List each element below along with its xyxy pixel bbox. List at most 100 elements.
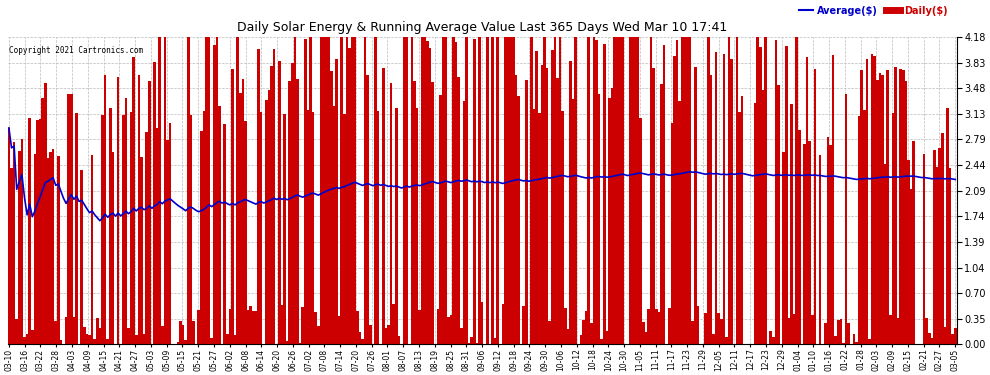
Bar (892, 113, 894, 344)
Bar (673, 56, 676, 344)
Bar (691, 321, 694, 344)
Bar (507, 37, 510, 344)
Bar (51, 149, 54, 344)
Bar (50, 152, 51, 344)
Bar (788, 318, 790, 344)
Bar (390, 83, 392, 344)
Bar (694, 67, 697, 344)
Bar (133, 57, 135, 344)
Bar (824, 323, 827, 344)
Bar (29, 118, 31, 344)
Bar (736, 37, 739, 344)
Bar (200, 131, 203, 344)
Bar (753, 104, 756, 344)
Bar (93, 339, 96, 344)
Bar (26, 334, 29, 344)
Bar (421, 37, 424, 344)
Bar (473, 39, 475, 344)
Bar (44, 83, 47, 344)
Bar (670, 123, 673, 344)
Bar (928, 333, 931, 344)
Bar (860, 70, 863, 344)
Bar (155, 128, 158, 344)
Bar (561, 111, 564, 344)
Bar (416, 108, 419, 344)
Bar (234, 335, 237, 344)
Bar (13, 142, 16, 344)
Bar (315, 312, 317, 344)
Bar (127, 328, 130, 344)
Bar (531, 37, 533, 344)
Bar (192, 321, 195, 344)
Bar (852, 334, 855, 344)
Bar (832, 55, 835, 344)
Bar (689, 37, 691, 344)
Bar (203, 111, 205, 344)
Bar (855, 342, 857, 344)
Bar (353, 37, 356, 344)
Bar (67, 94, 70, 344)
Bar (47, 158, 50, 344)
Bar (106, 339, 109, 344)
Bar (104, 75, 106, 344)
Bar (660, 84, 662, 344)
Bar (398, 336, 400, 344)
Bar (587, 37, 590, 344)
Bar (366, 75, 369, 344)
Bar (413, 81, 416, 344)
Bar (558, 37, 561, 344)
Bar (871, 54, 873, 344)
Bar (468, 343, 470, 344)
Bar (374, 37, 377, 344)
Bar (948, 168, 951, 344)
Bar (377, 111, 379, 344)
Bar (432, 82, 434, 344)
Bar (135, 335, 138, 344)
Bar (249, 306, 252, 344)
Bar (37, 120, 39, 344)
Bar (338, 316, 341, 344)
Bar (899, 69, 902, 344)
Bar (491, 37, 494, 344)
Bar (257, 49, 259, 344)
Bar (239, 93, 242, 344)
Bar (512, 37, 515, 344)
Bar (541, 65, 544, 344)
Title: Daily Solar Energy & Running Average Value Last 365 Days Wed Mar 10 17:41: Daily Solar Energy & Running Average Val… (237, 21, 728, 34)
Bar (88, 336, 91, 344)
Bar (101, 115, 104, 344)
Bar (777, 85, 780, 344)
Bar (34, 154, 37, 344)
Bar (325, 37, 328, 344)
Bar (346, 37, 348, 344)
Bar (70, 94, 72, 344)
Bar (595, 40, 598, 344)
Bar (395, 108, 398, 344)
Bar (166, 140, 169, 344)
Bar (876, 80, 878, 344)
Bar (437, 309, 440, 344)
Bar (939, 148, 940, 344)
Bar (806, 57, 809, 344)
Bar (683, 37, 686, 344)
Bar (179, 321, 182, 344)
Bar (232, 69, 234, 344)
Bar (943, 327, 946, 344)
Bar (579, 335, 582, 344)
Bar (723, 54, 726, 344)
Bar (99, 328, 101, 344)
Bar (122, 115, 125, 344)
Bar (657, 312, 660, 344)
Bar (710, 75, 712, 344)
Bar (649, 37, 652, 344)
Bar (553, 37, 556, 344)
Bar (902, 70, 905, 344)
Bar (923, 154, 926, 344)
Bar (640, 118, 642, 344)
Bar (819, 155, 822, 344)
Bar (926, 318, 928, 344)
Bar (445, 37, 447, 344)
Bar (283, 114, 286, 344)
Bar (294, 37, 296, 344)
Bar (782, 152, 785, 344)
